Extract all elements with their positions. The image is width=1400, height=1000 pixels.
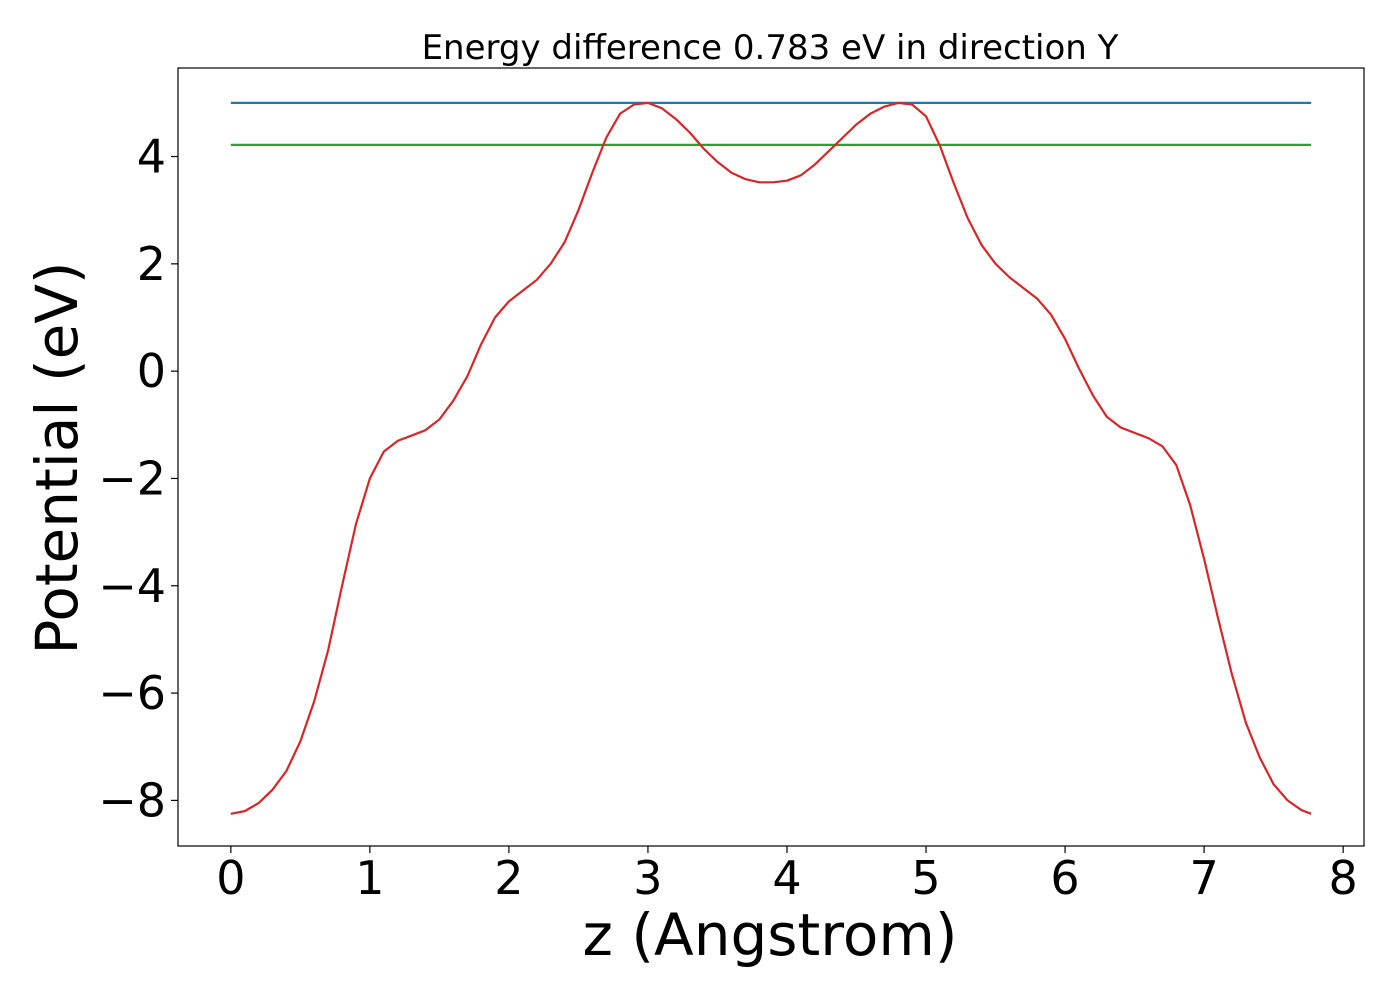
x-tick-label: 8 [1329,851,1358,905]
x-tick-label: 0 [216,851,245,905]
x-axis-label: z (Angstrom) [583,901,958,969]
x-tick-label: 2 [494,851,523,905]
y-tick-label: −4 [98,559,166,613]
series-layer [230,101,1312,815]
y-tick-label: 2 [137,237,166,291]
x-tick-label: 6 [1050,851,1079,905]
x-axis-ticks: 0 1 2 3 4 5 6 7 8 [216,846,1358,905]
x-tick-label: 3 [633,851,662,905]
x-tick-label: 7 [1189,851,1218,905]
chart-title: Energy difference 0.783 eV in direction … [422,28,1119,68]
y-tick-label: 0 [137,344,166,398]
y-tick-label: −6 [98,666,166,720]
series-line-2 [230,101,1312,815]
y-tick-label: −2 [98,451,166,505]
x-tick-label: 1 [355,851,384,905]
x-tick-label: 5 [911,851,940,905]
plot-frame [177,67,1365,847]
x-tick-label: 4 [772,851,801,905]
y-axis-label: Potential (eV) [23,261,91,654]
y-tick-label: −8 [98,773,166,827]
y-axis-ticks: −8 −6 −4 −2 0 2 4 [98,130,178,827]
y-tick-label: 4 [137,130,166,184]
